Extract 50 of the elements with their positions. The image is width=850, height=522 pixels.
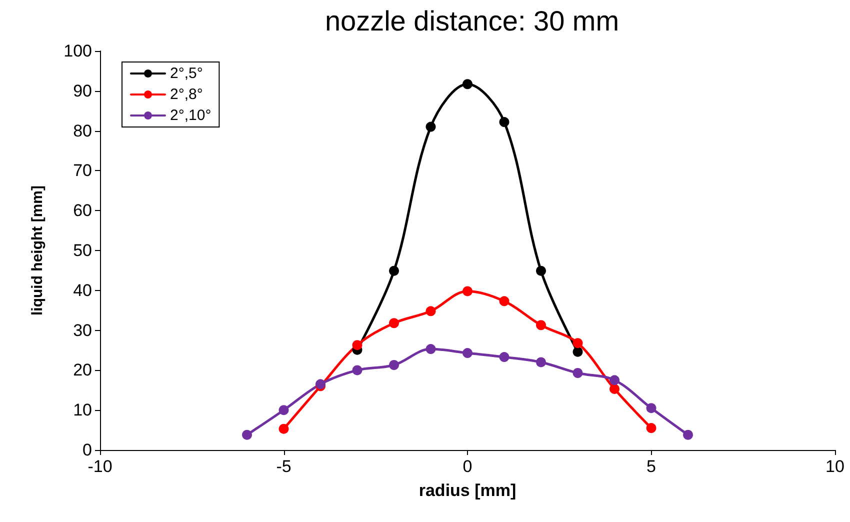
y-tick-label: 20 [73, 360, 92, 380]
legend-label: 2°,5° [170, 65, 203, 82]
x-tick-label: -10 [88, 457, 112, 476]
point [352, 365, 362, 376]
point [499, 352, 510, 362]
point [389, 266, 399, 276]
x-tick-label: 0 [462, 457, 472, 476]
y-tick-label: 10 [73, 400, 92, 420]
chart-title: nozzle distance: 30 mm [324, 6, 620, 36]
x-axis-title: radius [mm] [418, 481, 516, 500]
point [646, 423, 656, 434]
point [536, 357, 546, 368]
point [278, 405, 289, 416]
point [610, 375, 620, 386]
x-tick-label: 10 [826, 457, 844, 476]
legend-label: 2°,10° [170, 107, 212, 124]
point [499, 296, 510, 306]
point [389, 360, 399, 370]
point [572, 346, 583, 357]
y-tick-label: 50 [73, 241, 92, 260]
x-tick-label: -5 [276, 457, 292, 476]
point [536, 320, 546, 330]
y-tick-label: 100 [64, 42, 92, 60]
y-tick-label: 70 [73, 161, 92, 180]
point [646, 403, 656, 414]
point [683, 430, 693, 440]
point [426, 122, 436, 132]
point [499, 117, 510, 128]
y-tick-label: 40 [73, 280, 92, 300]
y-tick-label: 80 [73, 121, 92, 140]
y-tick-label: 90 [73, 81, 92, 100]
point [242, 430, 252, 440]
y-tick-label: 0 [82, 440, 92, 460]
point [462, 79, 472, 90]
point [572, 338, 583, 348]
y-tick-label: 30 [73, 320, 92, 340]
point [278, 424, 289, 434]
y-tick-label: 60 [73, 201, 92, 220]
y-axis-title: liquid height [mm] [29, 186, 46, 316]
point [462, 348, 472, 358]
legend-label: 2°,8° [170, 86, 203, 103]
point [352, 340, 362, 350]
point [462, 286, 472, 296]
x-tick-label: 5 [646, 457, 656, 476]
point [426, 306, 436, 316]
point [572, 368, 583, 378]
point [426, 344, 436, 354]
point [536, 266, 546, 276]
point [610, 384, 620, 394]
point [389, 318, 399, 328]
